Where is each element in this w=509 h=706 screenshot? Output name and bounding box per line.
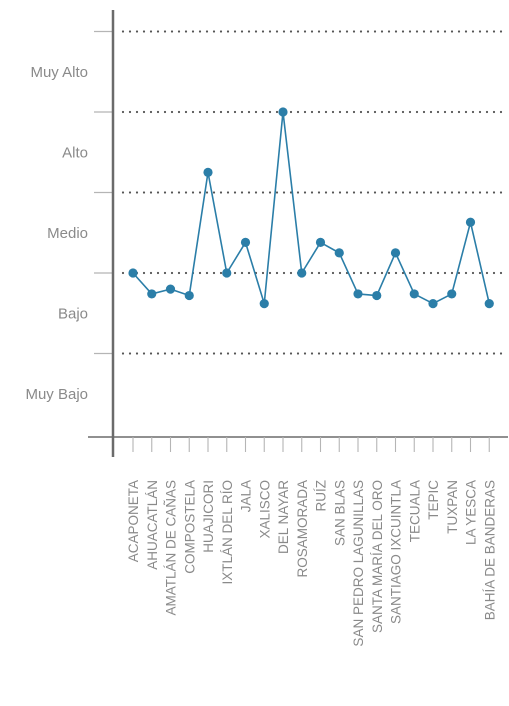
data-point bbox=[465, 217, 476, 227]
data-point bbox=[315, 237, 326, 248]
data-point bbox=[409, 289, 419, 299]
data-point bbox=[259, 298, 269, 309]
x-category-label: AMATLÁN DE CAÑAS bbox=[164, 480, 179, 616]
y-level-label: Bajo bbox=[58, 305, 88, 322]
x-category-label: JALA bbox=[239, 480, 254, 512]
grid-lines bbox=[94, 30, 509, 355]
y-axis-labels: Muy Bajo Bajo Medio Alto Muy Alto bbox=[25, 64, 88, 403]
x-category-label: ROSAMORADA bbox=[295, 480, 310, 578]
data-point bbox=[240, 237, 251, 248]
y-level-label: Muy Bajo bbox=[25, 386, 88, 403]
x-category-label: COMPOSTELA bbox=[182, 480, 197, 574]
data-point bbox=[203, 167, 213, 177]
x-category-label: RUÍZ bbox=[314, 480, 329, 512]
data-point bbox=[372, 290, 382, 301]
y-level-label: Medio bbox=[47, 225, 88, 242]
x-category-label: IXTLÁN DEL RÍO bbox=[220, 480, 235, 585]
x-category-label: TUXPAN bbox=[445, 480, 460, 534]
x-category-label: BAHÍA DE BANDERAS bbox=[482, 480, 497, 620]
data-point bbox=[165, 284, 176, 294]
data-points bbox=[128, 107, 494, 309]
data-point bbox=[278, 107, 288, 117]
data-point bbox=[447, 289, 457, 299]
x-category-label: TEPIC bbox=[426, 480, 441, 520]
x-category-label: XALISCO bbox=[257, 480, 272, 539]
data-point bbox=[484, 298, 494, 309]
x-category-label: DEL NAYAR bbox=[276, 480, 291, 554]
y-level-label: Muy Alto bbox=[30, 64, 88, 81]
data-point bbox=[390, 248, 401, 258]
x-category-label: TECUALA bbox=[407, 480, 422, 542]
y-level-label: Alto bbox=[62, 144, 88, 161]
x-category-label: AHUACATLÁN bbox=[145, 480, 160, 570]
x-axis-labels: ACAPONETA AHUACATLÁN AMATLÁN DE CAÑAS COMPO… bbox=[126, 480, 497, 647]
data-point bbox=[222, 268, 232, 278]
data-point bbox=[353, 289, 363, 299]
x-category-label: SANTIAGO IXCUINTLA bbox=[389, 480, 404, 624]
series-line bbox=[132, 111, 491, 305]
x-category-label: SAN PEDRO LAGUNILLAS bbox=[351, 480, 366, 647]
data-point bbox=[297, 268, 307, 278]
data-point bbox=[128, 268, 138, 278]
data-point bbox=[334, 248, 344, 258]
x-axis-ticks bbox=[132, 437, 490, 452]
x-category-label: LA YESCA bbox=[464, 480, 479, 545]
x-category-label: SAN BLAS bbox=[332, 480, 347, 546]
x-category-label: SANTA MARÍA DEL ORO bbox=[370, 480, 385, 633]
data-point bbox=[428, 298, 438, 309]
x-category-label: HUAJICORI bbox=[201, 480, 216, 553]
data-point bbox=[184, 290, 194, 301]
data-point bbox=[147, 289, 157, 299]
x-category-label: ACAPONETA bbox=[126, 480, 141, 562]
